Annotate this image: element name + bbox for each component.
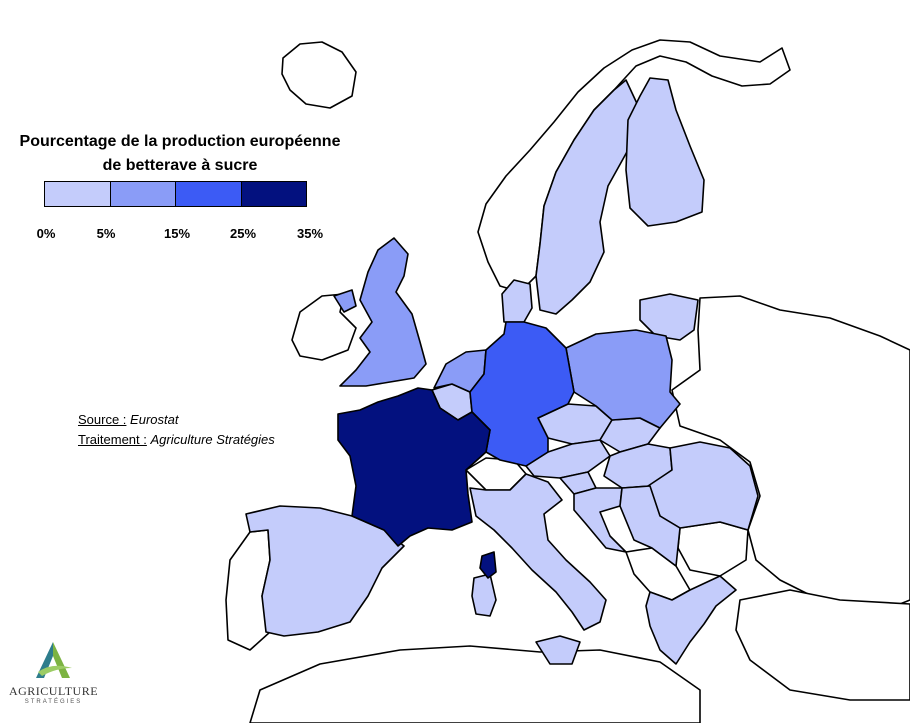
legend-tick: 15% bbox=[163, 226, 191, 241]
legend-tick: 5% bbox=[96, 226, 116, 241]
legend-tick: 0% bbox=[36, 226, 56, 241]
legend-tick: 35% bbox=[296, 226, 324, 241]
legend-title-line2: de betterave à sucre bbox=[102, 157, 258, 174]
map-region-finland bbox=[625, 77, 705, 227]
map-region-bulgaria bbox=[677, 521, 749, 577]
legend-title-line1: Pourcentage de la production européenne bbox=[19, 133, 341, 150]
treatment-line: Traitement : Agriculture Stratégies bbox=[78, 430, 275, 450]
treatment-value: Agriculture Stratégies bbox=[150, 432, 275, 447]
legend-swatch-15-25 bbox=[176, 182, 242, 206]
logo-a-icon bbox=[36, 642, 72, 678]
map-region-baltics bbox=[639, 293, 699, 341]
map-region-united-kingdom bbox=[339, 237, 427, 387]
map-region-croatia bbox=[573, 487, 627, 553]
source-line: Source : Eurostat bbox=[78, 410, 275, 430]
map-region-italy bbox=[469, 473, 607, 631]
legend-swatch-25-35 bbox=[241, 182, 306, 206]
legend-color-scale bbox=[44, 181, 307, 207]
legend-swatch-5-15 bbox=[110, 182, 176, 206]
map-region-spain bbox=[245, 505, 405, 637]
map-region-north-africa bbox=[249, 645, 701, 723]
agriculture-strategies-logo: AGRICULTURE STRATÉGIES bbox=[6, 638, 101, 713]
map-region-ireland bbox=[291, 293, 357, 361]
legend-title: Pourcentage de la production européenne … bbox=[10, 130, 350, 178]
source-label: Source : bbox=[78, 412, 127, 427]
map-region-sicily bbox=[535, 635, 581, 665]
logo-subtitle: STRATÉGIES bbox=[24, 699, 83, 705]
legend-tick: 25% bbox=[229, 226, 257, 241]
map-region-poland bbox=[565, 329, 681, 429]
source-block: Source : Eurostat Traitement : Agricultu… bbox=[78, 410, 275, 450]
map-region-turkey bbox=[735, 589, 910, 701]
map-region-corsica bbox=[479, 551, 497, 579]
map-region-sardinia bbox=[471, 573, 497, 617]
legend-ticks: 0% 5% 15% 25% 35% bbox=[0, 226, 360, 246]
treatment-label: Traitement : bbox=[78, 432, 147, 447]
map-region-northern-ireland bbox=[333, 289, 357, 313]
map-region-sweden bbox=[535, 79, 641, 315]
legend-swatch-0-5 bbox=[45, 182, 111, 206]
map-region-balkans-west bbox=[625, 547, 691, 601]
logo-name: AGRICULTURE bbox=[8, 684, 99, 698]
map-region-iceland bbox=[281, 41, 357, 109]
map-region-greece bbox=[645, 575, 737, 665]
source-value: Eurostat bbox=[130, 412, 179, 427]
map-region-france bbox=[337, 387, 491, 547]
map-region-serbia bbox=[619, 485, 681, 567]
